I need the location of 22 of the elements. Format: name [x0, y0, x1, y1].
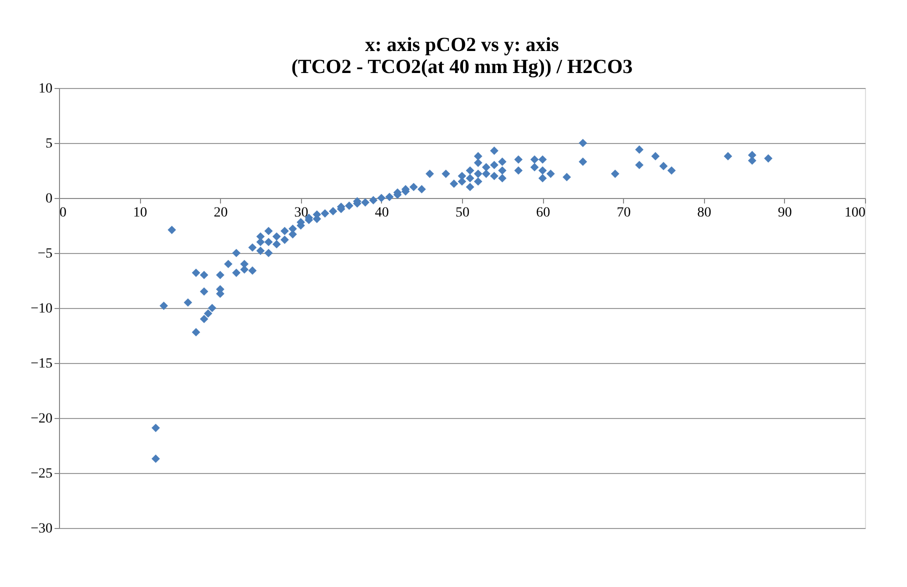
- x-tick-label: 20: [214, 206, 228, 220]
- y-tick-label: −5: [38, 246, 52, 262]
- y-tick-label: 10: [38, 82, 52, 96]
- text: x: axis pCO2 vs y: axis: [365, 34, 559, 56]
- x-tick-label: 60: [536, 206, 550, 220]
- x-tick-label: 80: [697, 206, 712, 220]
- x-tick-label: 40: [374, 206, 389, 220]
- x-tick-label: 50: [456, 206, 470, 220]
- x-tick-label: 90: [778, 206, 792, 220]
- x-tick-label: 10: [133, 206, 148, 220]
- y-tick-label: 0: [46, 192, 52, 206]
- x-tick-label: 70: [616, 206, 631, 220]
- y-tick-label: −20: [30, 412, 52, 426]
- y-tick-label: 5: [46, 136, 52, 152]
- text: (TCO2 - TCO2(at 40 mm Hg)) / H2CO3: [291, 56, 633, 78]
- y-tick-label: −25: [30, 466, 52, 482]
- x-tick-label: 0: [60, 206, 66, 220]
- x-tick-label: 100: [844, 206, 866, 220]
- y-tick-label: −30: [30, 522, 52, 536]
- x-tick-label: 30: [294, 206, 308, 220]
- y-tick-label: −10: [30, 302, 52, 316]
- y-tick-label: −15: [30, 356, 52, 372]
